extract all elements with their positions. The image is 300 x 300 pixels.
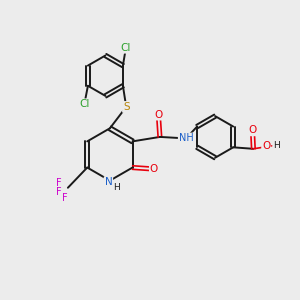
Text: Cl: Cl bbox=[79, 99, 89, 109]
Text: H: H bbox=[273, 141, 280, 150]
Text: Cl: Cl bbox=[121, 43, 131, 53]
Text: S: S bbox=[123, 102, 130, 112]
Text: O: O bbox=[150, 164, 158, 174]
Text: F: F bbox=[62, 193, 68, 203]
Text: NH: NH bbox=[179, 134, 194, 143]
Text: N: N bbox=[104, 177, 112, 187]
Text: H: H bbox=[113, 183, 120, 192]
Text: F: F bbox=[56, 178, 61, 188]
Text: F: F bbox=[56, 187, 61, 197]
Text: O: O bbox=[248, 125, 256, 135]
Text: O: O bbox=[154, 110, 163, 120]
Text: O: O bbox=[262, 141, 270, 151]
